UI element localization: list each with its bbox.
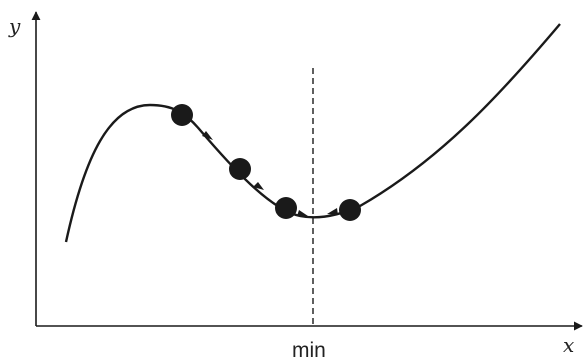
ball-3	[275, 197, 297, 219]
step-arrow-3	[297, 210, 308, 216]
x-axis-label: x	[563, 333, 574, 357]
loss-curve	[64, 23, 561, 243]
step-arrow-1	[202, 131, 213, 140]
ball-4	[339, 199, 361, 221]
ball-2	[229, 158, 251, 180]
min-label: min	[292, 339, 326, 357]
y-axis-label: y	[8, 14, 21, 38]
step-arrow-4	[327, 208, 338, 215]
step-arrow-2	[253, 182, 264, 190]
ball-1	[171, 104, 193, 126]
